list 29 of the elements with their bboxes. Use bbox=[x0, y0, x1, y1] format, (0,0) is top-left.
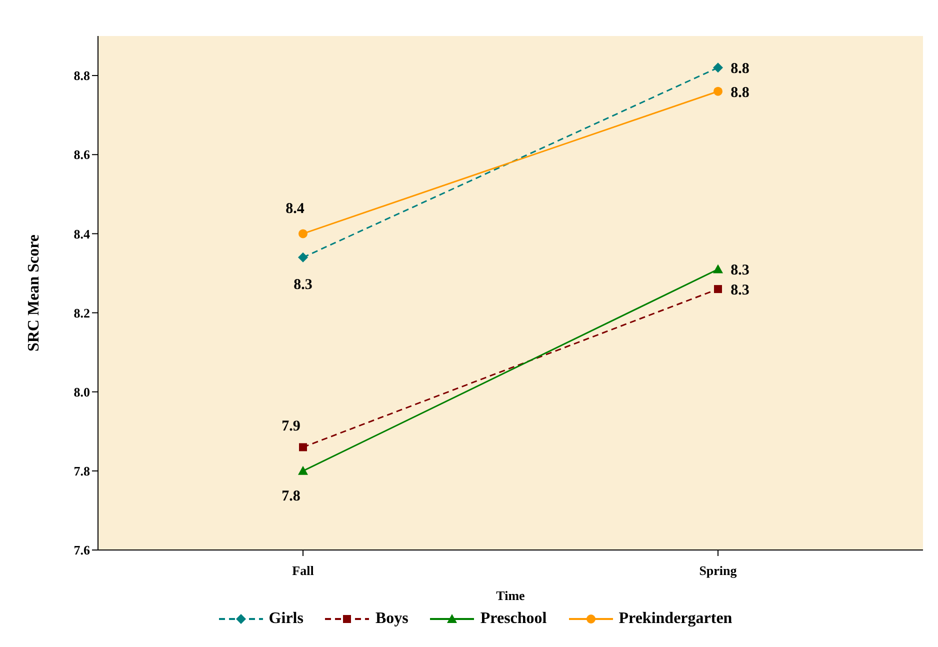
y-tick-label: 8.8 bbox=[74, 68, 90, 84]
x-tick-label: Spring bbox=[699, 563, 738, 578]
legend-label: Boys bbox=[375, 610, 408, 628]
y-tick-label: 7.6 bbox=[74, 542, 90, 558]
legend-label: Prekindergarten bbox=[618, 610, 732, 628]
data-label: 8.8 bbox=[730, 61, 750, 78]
data-label: 8.3 bbox=[730, 262, 750, 279]
point bbox=[713, 62, 723, 73]
legend-label: Preschool bbox=[480, 610, 547, 628]
data-label: 8.3 bbox=[730, 282, 750, 298]
y-tick-label: 8.0 bbox=[74, 384, 90, 400]
y-axis-title: SRC Mean Score bbox=[26, 234, 43, 352]
x-tick-label: Fall bbox=[292, 563, 314, 578]
point bbox=[298, 229, 308, 238]
y-tick-label: 8.2 bbox=[74, 305, 90, 320]
point bbox=[299, 443, 307, 452]
data-label: 8.3 bbox=[294, 276, 312, 293]
point bbox=[714, 86, 722, 96]
data-label: 8.4 bbox=[286, 201, 305, 218]
point bbox=[298, 252, 308, 262]
point bbox=[714, 285, 722, 294]
data-label: 7.8 bbox=[282, 488, 300, 504]
legend-label: Girls bbox=[268, 610, 304, 628]
y-tick-label: 8.6 bbox=[74, 147, 90, 162]
data-label: 7.9 bbox=[282, 418, 300, 435]
x-axis-title: Time bbox=[496, 588, 526, 603]
y-tick-label: 7.8 bbox=[74, 464, 90, 479]
data-label: 8.8 bbox=[730, 84, 750, 101]
y-tick-label: 8.4 bbox=[74, 226, 90, 242]
